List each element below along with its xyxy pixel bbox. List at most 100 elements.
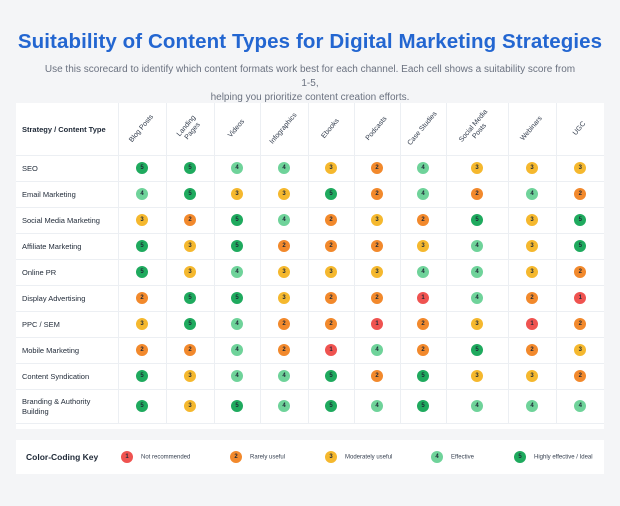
column-header-label: Ebooks — [320, 117, 341, 140]
score-badge: 4 — [371, 344, 383, 357]
score-cell: 4 — [260, 389, 309, 424]
score-cell: 3 — [354, 207, 401, 234]
column-header: Videos — [214, 103, 261, 156]
table-row: Content Syndication 5 3 4 4 5 2 5 3 3 2 — [16, 363, 604, 390]
score-cell: 3 — [166, 233, 215, 260]
score-cell: 3 — [446, 155, 509, 182]
score-cell: 2 — [400, 311, 447, 338]
score-badge: 4 — [417, 162, 429, 175]
score-badge: 5 — [471, 344, 483, 357]
score-badge: 3 — [325, 162, 337, 175]
score-cell: 1 — [508, 311, 557, 338]
score-badge: 3 — [278, 188, 290, 201]
score-cell: 5 — [214, 207, 261, 234]
score-cell: 3 — [446, 363, 509, 390]
score-cell: 3 — [308, 259, 355, 286]
score-badge: 4 — [278, 400, 290, 413]
score-badge: 2 — [417, 214, 429, 227]
score-badge: 2 — [325, 318, 337, 331]
score-cell: 3 — [166, 389, 215, 424]
score-badge: 3 — [325, 266, 337, 279]
score-cell: 2 — [508, 337, 557, 364]
score-badge: 2 — [278, 344, 290, 357]
score-badge: 5 — [574, 240, 587, 253]
score-badge: 3 — [184, 400, 196, 413]
score-badge: 2 — [417, 318, 429, 331]
score-cell: 4 — [446, 259, 509, 286]
score-badge: 4 — [231, 344, 243, 357]
score-badge: 5 — [417, 400, 429, 413]
score-badge: 4 — [231, 318, 243, 331]
score-badge: 3 — [184, 266, 196, 279]
score-badge: 2 — [371, 188, 383, 201]
score-cell: 2 — [556, 181, 604, 208]
score-badge: 4 — [471, 292, 483, 305]
row-label: Online PR — [16, 259, 119, 286]
score-badge: 2 — [136, 292, 148, 305]
score-cell: 5 — [556, 207, 604, 234]
score-badge: 2 — [325, 240, 337, 253]
row-label: Email Marketing — [16, 181, 119, 208]
score-badge: 3 — [526, 214, 538, 227]
column-header-label: Podcasts — [364, 115, 389, 142]
key-label: Not recommended — [141, 454, 191, 461]
score-badge: 5 — [574, 214, 587, 227]
score-badge: 3 — [526, 266, 538, 279]
score-cell: 3 — [166, 363, 215, 390]
score-badge: 5 — [325, 188, 337, 201]
score-badge: 1 — [574, 292, 587, 305]
score-cell: 5 — [166, 285, 215, 312]
row-label: Social Media Marketing — [16, 207, 119, 234]
score-cell: 4 — [354, 337, 401, 364]
score-badge: 3 — [471, 162, 483, 175]
table-row: Display Advertising 2 5 5 3 2 2 1 4 2 1 — [16, 285, 604, 312]
score-badge: 3 — [371, 266, 383, 279]
score-badge: 5 — [184, 188, 196, 201]
score-cell: 5 — [446, 337, 509, 364]
score-cell: 2 — [166, 337, 215, 364]
score-badge: 4 — [278, 162, 290, 175]
score-badge: 3 — [278, 292, 290, 305]
score-badge: 5 — [136, 370, 148, 383]
score-cell: 3 — [556, 155, 604, 182]
column-header-label: UGC — [572, 120, 588, 137]
row-label: Branding & Authority Building — [16, 389, 119, 424]
score-badge: 3 — [184, 240, 196, 253]
score-badge: 2 — [471, 188, 483, 201]
score-cell: 3 — [166, 259, 215, 286]
column-header-label: Webinars — [519, 115, 544, 143]
score-cell: 2 — [260, 337, 309, 364]
score-badge: 3 — [574, 344, 587, 357]
score-badge: 4 — [136, 188, 148, 201]
column-header-label: Landing Pages — [175, 114, 202, 142]
row-label: Mobile Marketing — [16, 337, 119, 364]
score-cell: 2 — [556, 259, 604, 286]
column-header: Landing Pages — [166, 103, 215, 156]
score-cell: 4 — [214, 363, 261, 390]
column-header-label: Social Media Posts — [457, 108, 490, 144]
score-badge: 5 — [471, 214, 483, 227]
key-title: Color-Coding Key — [26, 452, 99, 462]
score-cell: 3 — [556, 337, 604, 364]
score-cell: 1 — [400, 285, 447, 312]
corner-label: Strategy / Content Type — [16, 103, 119, 156]
score-cell: 2 — [354, 285, 401, 312]
score-cell: 4 — [214, 155, 261, 182]
score-cell: 2 — [166, 207, 215, 234]
score-cell: 3 — [260, 259, 309, 286]
score-cell: 5 — [400, 363, 447, 390]
key-badge: 2 — [230, 451, 242, 463]
key-label: Moderately useful — [345, 454, 393, 461]
score-badge: 5 — [231, 292, 243, 305]
score-badge: 5 — [184, 318, 196, 331]
score-cell: 2 — [354, 155, 401, 182]
score-cell: 4 — [260, 363, 309, 390]
score-cell: 3 — [214, 181, 261, 208]
table-body: SEO 5 5 4 4 3 2 4 3 3 3 Email Marketing 4 5 3 3 5 2 4 2 4 2 So… — [16, 155, 604, 424]
score-badge: 2 — [325, 214, 337, 227]
score-badge: 3 — [471, 370, 483, 383]
score-badge: 5 — [136, 240, 148, 253]
score-badge: 4 — [417, 188, 429, 201]
score-cell: 2 — [508, 285, 557, 312]
row-label: SEO — [16, 155, 119, 182]
